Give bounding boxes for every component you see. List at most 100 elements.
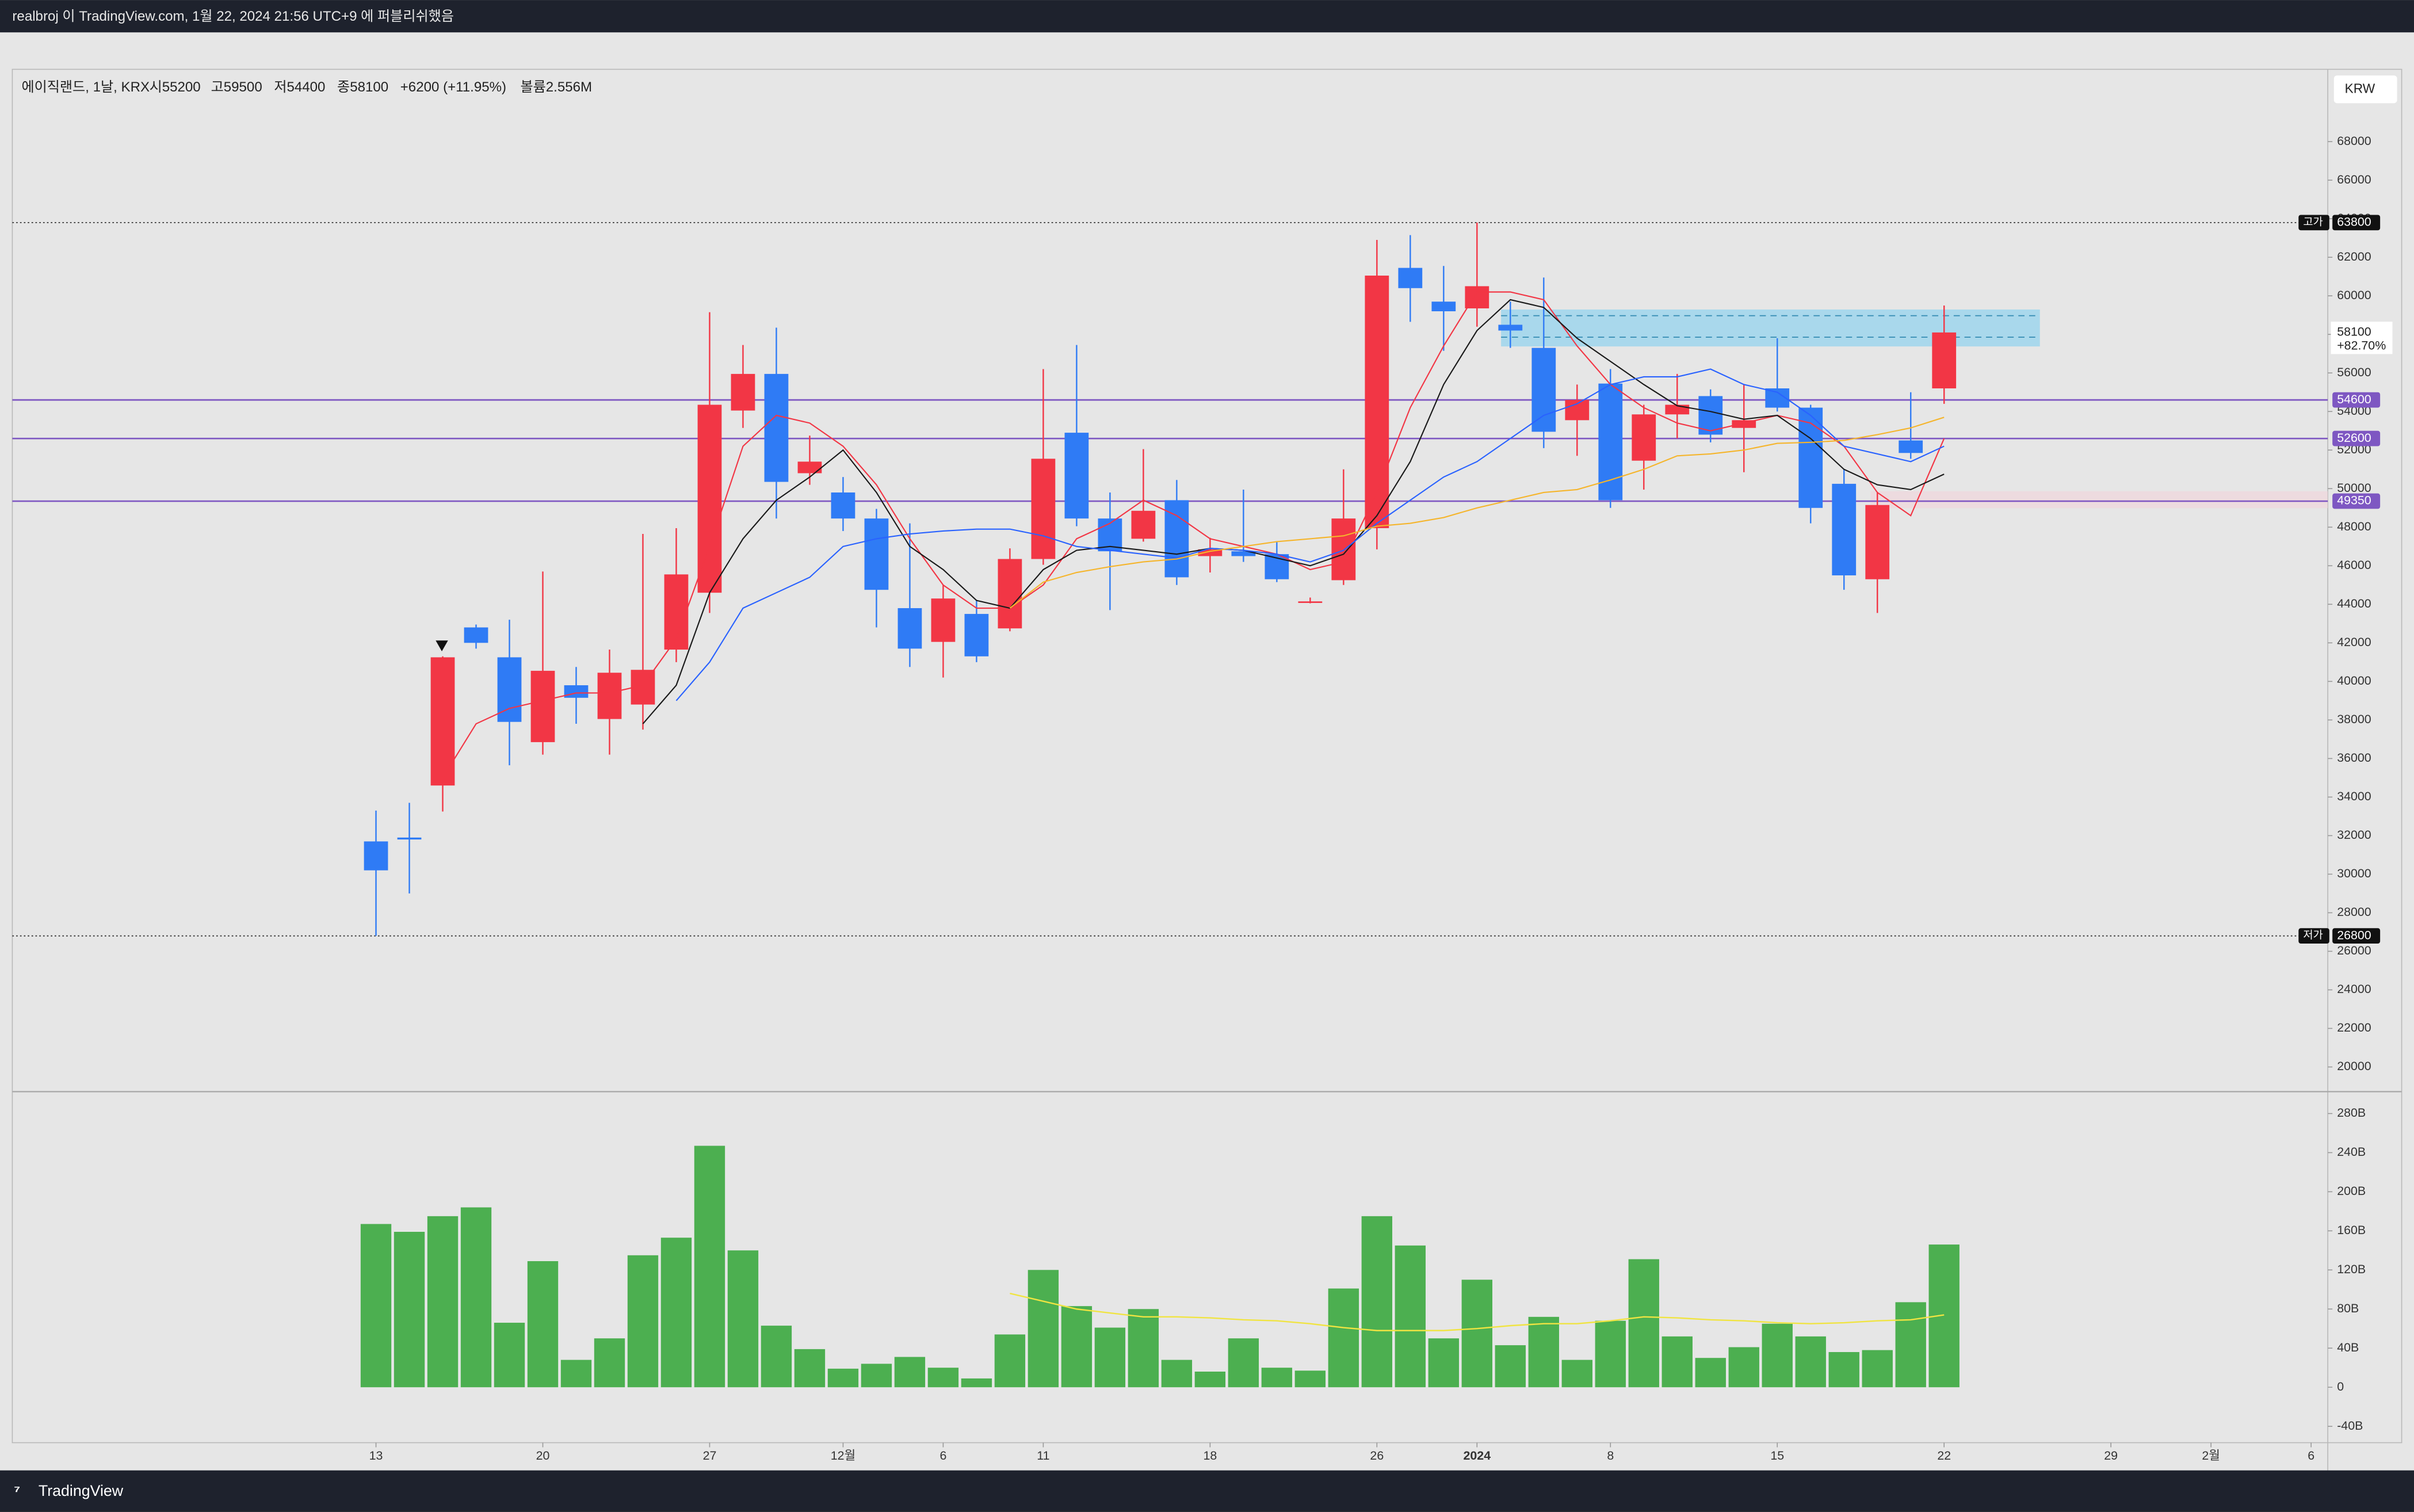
y-tick-label: 62000 (2337, 250, 2371, 264)
level-label-box (2332, 928, 2381, 944)
y-tick-label: 280B (2337, 1106, 2366, 1120)
candle-body (1565, 400, 1590, 421)
x-tick-label: 12월 (831, 1449, 855, 1463)
y-tick-label: 80B (2337, 1301, 2359, 1315)
zone-box (1870, 491, 2328, 509)
volume-bar (1895, 1302, 1926, 1388)
y-tick-label: 56000 (2337, 365, 2371, 379)
legend-change: +6200 (+11.95%) (400, 79, 506, 95)
x-tick-label: 22 (1937, 1449, 1951, 1463)
candle-body (1164, 500, 1189, 578)
volume-bar (1194, 1371, 1226, 1388)
y-tick-label: 60000 (2337, 288, 2371, 302)
y-tick-label: 50000 (2337, 481, 2371, 495)
volume-bar (660, 1238, 692, 1388)
y-tick-label: 48000 (2337, 520, 2371, 533)
candle-body (1231, 551, 1256, 556)
candle-body (1431, 301, 1456, 312)
volume-bar (927, 1368, 959, 1388)
ma-line (642, 299, 1945, 724)
y-tick-label: 200B (2337, 1184, 2366, 1198)
volume-bar (794, 1349, 826, 1388)
volume-bar (360, 1224, 392, 1388)
volume-bar (594, 1338, 625, 1388)
y-tick-label: -40B (2337, 1419, 2363, 1433)
top-bar (0, 0, 2414, 33)
volume-bar (761, 1326, 792, 1388)
y-tick-label: 44000 (2337, 597, 2371, 610)
legend-low: 저54400 (274, 79, 325, 95)
candle-body (464, 627, 488, 643)
candle-body (597, 673, 622, 719)
y-tick-label: 0 (2337, 1380, 2344, 1393)
volume-bar (1461, 1280, 1492, 1388)
candle-body (1865, 505, 1890, 579)
y-tick-label: 160B (2337, 1223, 2366, 1237)
publish-info: realbroj 이 TradingView.com, 1월 22, 2024 … (12, 9, 454, 24)
candle-body (1131, 510, 1156, 539)
volume-bar (1128, 1309, 1159, 1388)
candle-body (1298, 601, 1323, 603)
candle-body (1064, 433, 1089, 519)
candle-body (1899, 440, 1923, 453)
brand-name: TradingView (39, 1482, 124, 1499)
candle-body (1598, 383, 1623, 501)
level-label-box (2332, 493, 2381, 509)
volume-bar (427, 1216, 459, 1388)
legend-close: 종58100 (337, 79, 388, 95)
volume-bar (1495, 1345, 1526, 1388)
level-label: 49350 (2337, 494, 2371, 507)
last-price-box (2331, 322, 2393, 354)
x-tick-label: 2월 (2202, 1449, 2220, 1463)
candle-body (564, 685, 589, 698)
x-tick-label: 6 (2308, 1449, 2314, 1463)
level-tag-box (2298, 215, 2329, 231)
candle-body (1365, 276, 1389, 528)
candle-body (530, 670, 555, 742)
candle-body (1398, 268, 1423, 288)
candle-body (1498, 324, 1523, 331)
currency-button[interactable] (2333, 75, 2397, 104)
volume-bar (1161, 1360, 1193, 1388)
volume-bar (1762, 1323, 1793, 1388)
level-label: 52600 (2337, 431, 2371, 445)
ma-line (1010, 1292, 1945, 1331)
candle-body (397, 837, 422, 840)
level-label-box (2332, 392, 2381, 408)
y-tick-label: 38000 (2337, 712, 2371, 726)
y-tick-label: 68000 (2337, 134, 2371, 148)
volume-bar (1061, 1306, 1093, 1388)
candle-body (1531, 348, 1556, 432)
level-label: 26800 (2337, 928, 2371, 942)
y-tick-label: 66000 (2337, 173, 2371, 186)
level-tag: 저가 (2303, 929, 2323, 941)
candle-body (998, 559, 1022, 629)
candle-body (1932, 332, 1957, 389)
legend-symbol: 에이직랜드, 1날, KRX (21, 79, 150, 95)
volume-bar (861, 1364, 892, 1388)
candle-body (964, 614, 989, 656)
candle-body (1632, 414, 1656, 461)
currency-label[interactable]: KRW (2345, 81, 2375, 96)
ma-line (1009, 417, 1945, 609)
volume-bar (961, 1378, 992, 1388)
volume-bar (1294, 1370, 1326, 1388)
level-tag: 고가 (2303, 216, 2323, 228)
volume-bar (560, 1360, 592, 1388)
volume-bar (627, 1255, 659, 1388)
volume-bar (1028, 1270, 1059, 1388)
x-tick-label: 13 (369, 1449, 383, 1463)
candle-body (1198, 549, 1223, 556)
volume-bar (1094, 1327, 1126, 1388)
volume-bar (1428, 1338, 1459, 1388)
volume-bar (1628, 1259, 1659, 1388)
signal-marker (436, 640, 448, 652)
x-tick-label: 8 (1607, 1449, 1614, 1463)
y-tick-label: 42000 (2337, 635, 2371, 649)
volume-bar (1828, 1352, 1859, 1388)
volume-bar (1795, 1336, 1826, 1388)
candle-body (897, 608, 922, 649)
candle-body (1031, 459, 1056, 559)
candle-body (731, 373, 755, 411)
